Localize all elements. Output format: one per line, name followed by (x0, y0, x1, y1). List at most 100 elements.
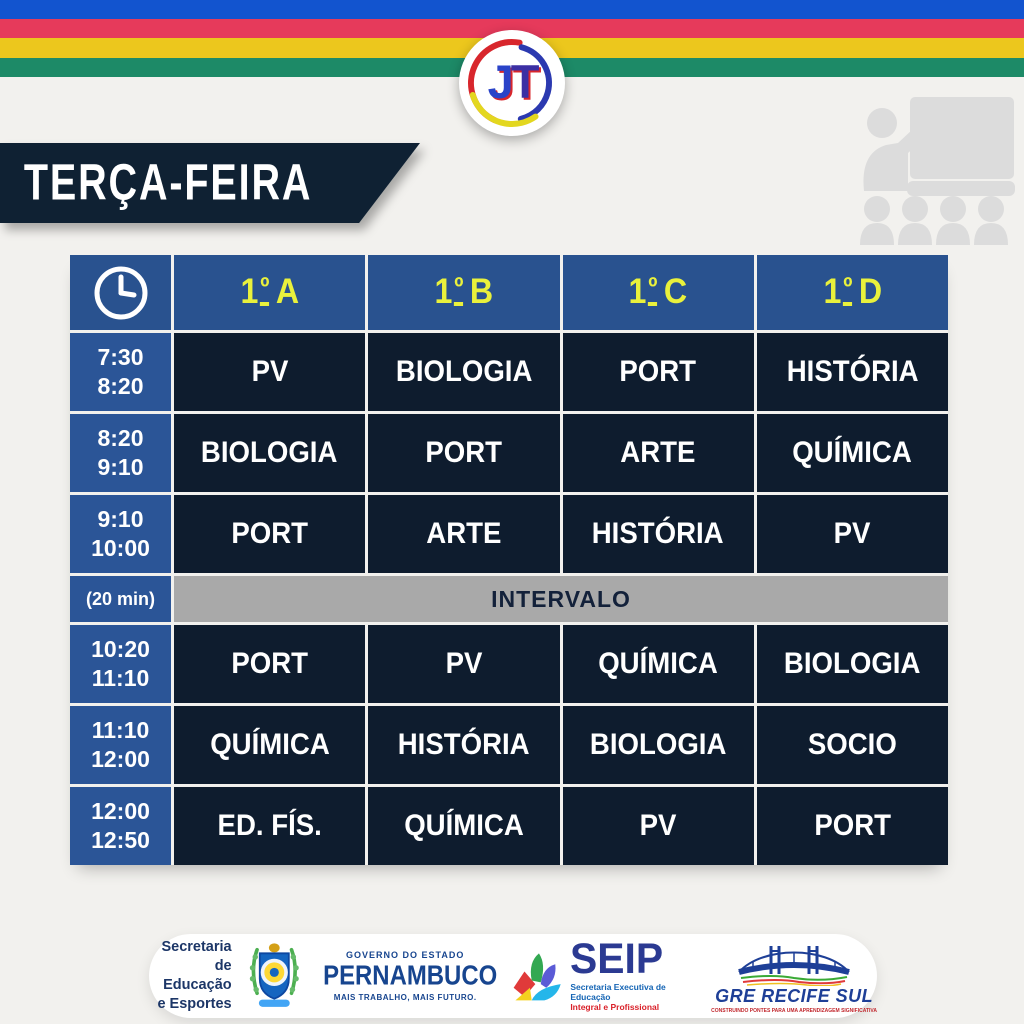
secretaria-line: Educação (163, 977, 232, 993)
seip-subtitle-2: Integral e Profissional (570, 1001, 660, 1012)
governo-slogan: MAIS TRABALHO, MAIS FUTURO. (333, 993, 477, 1002)
subject-cell: ARTE (562, 414, 754, 492)
time-end: 12:50 (91, 827, 150, 853)
interval-label: INTERVALO (491, 585, 631, 612)
day-banner: TERÇA-FEIRA (0, 143, 420, 223)
col-num: 1 (823, 272, 841, 312)
col-num: 1 (240, 272, 259, 312)
subject-cell: PV (368, 625, 560, 703)
gre-bridge-icon (738, 946, 850, 986)
col-num: 1 (434, 272, 453, 312)
subject-label: ARTE (620, 436, 696, 469)
subject-cell: QUÍMICA (562, 625, 754, 703)
seip-logo: SEIP Secretaria Executiva de Educação In… (510, 938, 695, 1012)
subject-label: PV (251, 355, 289, 388)
subject-cell: BIOLOGIA (174, 414, 366, 492)
col-ordinal: º (454, 273, 464, 306)
subject-label: PORT (425, 436, 503, 469)
subject-label: BIOLOGIA (589, 728, 727, 761)
subject-label: BIOLOGIA (784, 647, 921, 680)
time-cell: 8:20 9:10 (70, 414, 171, 492)
time-end: 8:20 (97, 373, 144, 399)
time-start: 7:30 (97, 344, 144, 371)
col-letter: B (469, 272, 494, 312)
time-start: 10:20 (91, 636, 150, 663)
time-end: 9:10 (97, 454, 144, 480)
subject-cell: SOCIO (756, 706, 948, 784)
gre-subtitle: CONSTRUINDO PONTES PARA UMA APRENDIZAGEM… (711, 1008, 877, 1014)
time-cell: 12:00 12:50 (70, 787, 171, 865)
subject-label: PORT (814, 809, 891, 842)
footer-logos-band: Secretaria de Educação e Esportes GOVERN… (149, 934, 877, 1018)
subject-label: QUÍMICA (209, 728, 330, 761)
interval-duration: (20 min) (85, 588, 155, 609)
subject-label: HISTÓRIA (786, 355, 919, 388)
day-banner-shape: TERÇA-FEIRA (0, 143, 420, 223)
clock-icon (94, 266, 147, 319)
subject-label: PORT (619, 355, 697, 388)
time-end: 11:10 (91, 665, 150, 691)
subject-cell: QUÍMICA (756, 414, 948, 492)
col-letter: A (275, 272, 299, 312)
interval-band: INTERVALO (174, 576, 948, 622)
day-title: TERÇA-FEIRA (23, 154, 313, 211)
subject-cell: PV (174, 333, 366, 411)
subject-cell: BIOLOGIA (562, 706, 754, 784)
jt-logo-icon: JT JT (467, 39, 556, 127)
time-start: 11:10 (91, 717, 150, 744)
subject-label: PORT (231, 647, 308, 680)
subject-cell: BIOLOGIA (756, 625, 948, 703)
flag-stripe-blue (0, 0, 1024, 19)
time-start: 12:00 (91, 798, 150, 825)
subject-label: QUÍMICA (598, 647, 718, 680)
governo-name: PERNAMBUCO (323, 958, 498, 992)
subject-label: BIOLOGIA (201, 436, 338, 469)
subject-cell: PORT (562, 333, 754, 411)
col-ordinal: º (260, 273, 270, 306)
time-cell: 10:20 11:10 (70, 625, 171, 703)
time-start: 8:20 (97, 425, 144, 452)
clock-header-cell (70, 255, 171, 330)
seip-subtitle-1: Secretaria Executiva de Educação (570, 981, 666, 1002)
time-cell: 7:30 8:20 (70, 333, 171, 411)
time-end: 12:00 (91, 746, 150, 772)
subject-cell: ARTE (368, 495, 560, 573)
governo-pernambuco-logotext: GOVERNO DO ESTADO PERNAMBUCO MAIS TRABAL… (316, 950, 498, 1002)
subject-cell: PORT (174, 495, 366, 573)
subject-cell: PORT (756, 787, 948, 865)
governo-top-line: GOVERNO DO ESTADO (346, 950, 465, 960)
subject-cell: BIOLOGIA (368, 333, 560, 411)
secretaria-educacao-text: Secretaria de Educação e Esportes (149, 938, 232, 1013)
col-num: 1 (628, 272, 647, 312)
classroom-watermark-icon (852, 95, 1017, 250)
subject-cell: ED. FÍS. (174, 787, 366, 865)
subject-cell: HISTÓRIA (562, 495, 754, 573)
col-letter: D (858, 272, 882, 312)
subject-label: HISTÓRIA (592, 517, 725, 550)
subject-label: QUÍMICA (792, 436, 913, 469)
col-ordinal: º (648, 273, 658, 306)
subject-cell: HISTÓRIA (368, 706, 560, 784)
pernambuco-coat-of-arms-icon (249, 943, 299, 1007)
time-cell: 9:10 10:00 (70, 495, 171, 573)
gre-recife-sul-logo: GRE RECIFE SUL CONSTRUINDO PONTES PARA U… (711, 938, 877, 1014)
subject-cell: PV (756, 495, 948, 573)
time-cell: 11:10 12:00 (70, 706, 171, 784)
subject-label: BIOLOGIA (395, 355, 533, 388)
subject-label: ARTE (426, 517, 502, 550)
time-end: 10:00 (91, 535, 150, 561)
interval-time-cell: (20 min) (70, 576, 171, 622)
subject-label: PV (445, 647, 483, 680)
col-letter: C (664, 272, 688, 312)
jt-school-logo: JT JT (459, 30, 565, 136)
subject-label: SOCIO (807, 728, 897, 761)
subject-cell: HISTÓRIA (756, 333, 948, 411)
flag-stripe-red (0, 19, 1024, 38)
subject-label: QUÍMICA (404, 809, 524, 842)
subject-cell: QUÍMICA (174, 706, 366, 784)
